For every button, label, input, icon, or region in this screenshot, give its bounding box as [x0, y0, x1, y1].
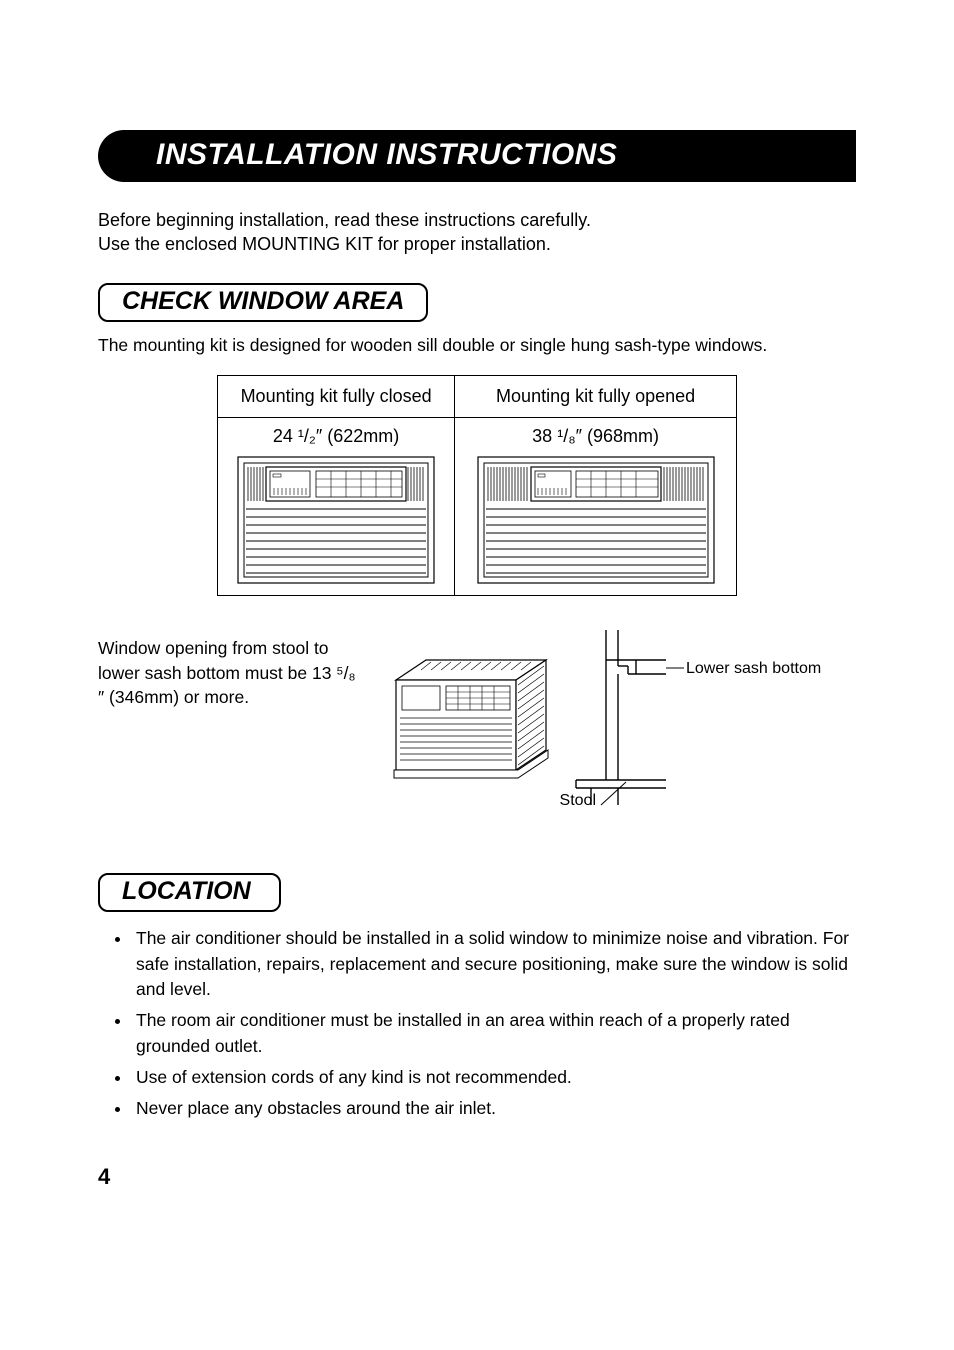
kit-dim-opened: 38 ¹/₈″ (968mm) [455, 418, 737, 452]
banner-title: INSTALLATION INSTRUCTIONS [98, 130, 856, 182]
mounting-kit-table: Mounting kit fully closed Mounting kit f… [217, 375, 737, 596]
page-number: 4 [98, 1164, 110, 1190]
intro-text: Before beginning installation, read thes… [98, 208, 856, 257]
kit-header-closed: Mounting kit fully closed [218, 376, 455, 418]
section-check-text: The mounting kit is designed for wooden … [98, 334, 856, 358]
location-bullet-2: The room air conditioner must be install… [132, 1008, 856, 1059]
kit-dim-closed: 24 ¹/₂″ (622mm) [218, 418, 455, 452]
intro-line-2: Use the enclosed MOUNTING KIT for proper… [98, 234, 551, 254]
location-bullet-4: Never place any obstacles around the air… [132, 1096, 856, 1121]
intro-line-1: Before beginning installation, read thes… [98, 210, 591, 230]
section-location-title: LOCATION [98, 873, 281, 912]
label-lower-sash: Lower sash bottom [686, 660, 821, 677]
kit-header-opened: Mounting kit fully opened [455, 376, 737, 418]
location-bullet-1: The air conditioner should be installed … [132, 926, 856, 1002]
kit-diagram-opened [455, 451, 737, 596]
location-list: The air conditioner should be installed … [98, 926, 856, 1122]
section-check-title: CHECK WINDOW AREA [98, 283, 428, 322]
window-note-text: Window opening from stool to lower sash … [98, 630, 358, 710]
kit-diagram-closed [218, 451, 455, 596]
window-side-diagram: Lower sash bottom Stool [366, 630, 826, 815]
location-bullet-3: Use of extension cords of any kind is no… [132, 1065, 856, 1090]
label-stool: Stool [560, 792, 596, 809]
